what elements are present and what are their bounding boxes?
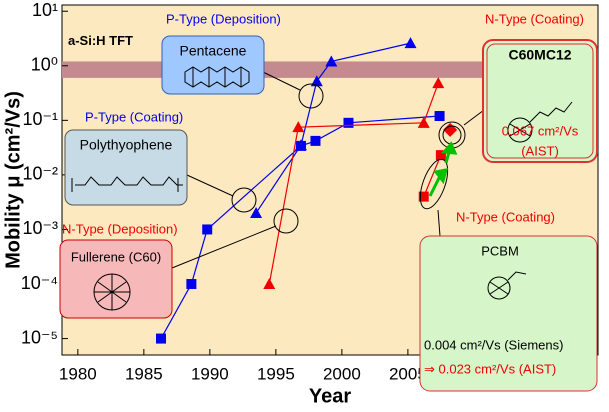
c60mc12-box-inner (486, 43, 594, 159)
y-tick-label: 10⁻² (22, 164, 58, 184)
annotation: 0.067 cm²/Vs (502, 123, 579, 138)
x-tick-label: 1980 (59, 364, 97, 383)
square-marker (156, 333, 167, 344)
diamond-marker (443, 122, 458, 137)
annotation: Polythyophene (80, 137, 173, 153)
triangle-marker (325, 55, 338, 67)
x-tick-label: 2000 (323, 364, 361, 383)
y-tick-label: 10⁻⁵ (21, 327, 58, 347)
triangle-marker (263, 278, 276, 290)
square-marker (186, 279, 197, 290)
c60mc12-box (482, 39, 598, 163)
triangle-marker (310, 75, 323, 87)
y-tick-label: 10¹ (32, 0, 58, 20)
y-tick-label: 10⁰ (31, 55, 58, 75)
annotation: (AIST) (521, 143, 559, 158)
triangle-marker (432, 77, 445, 89)
triangle-marker (294, 139, 307, 151)
annotation: N-Type (Coating) (485, 11, 584, 26)
square-marker (202, 224, 213, 235)
square-marker (435, 150, 446, 161)
annotation: N-Type (Coating) (456, 209, 555, 224)
annotation: PCBM (481, 243, 519, 258)
annotation: 0.004 cm²/Vs (Siemens) (424, 337, 563, 352)
y-tick-label: 10⁻¹ (22, 109, 58, 129)
series-line (423, 154, 442, 197)
x-axis-label: Year (309, 385, 351, 407)
annotation: C60MC12 (508, 47, 571, 63)
y-tick-label: 10⁻⁴ (21, 273, 58, 293)
pcbm-box (419, 235, 598, 392)
square-marker (418, 191, 429, 202)
annotation: P-Type (Coating) (85, 109, 183, 124)
pentacene-box (161, 35, 265, 95)
band-label: a-Si:H TFT (68, 33, 133, 48)
square-marker (310, 135, 321, 146)
triangle-marker (404, 37, 417, 49)
triangle-marker (250, 207, 263, 219)
annotation: P-Type (Deposition) (166, 11, 281, 26)
fullerene-box (59, 239, 173, 319)
arrows (428, 141, 458, 197)
annotation: ⇒ 0.023 cm²/Vs (AIST) (424, 361, 556, 376)
annotation: Pentacene (180, 43, 247, 59)
x-tick-label: 1990 (191, 364, 229, 383)
triangle-marker (292, 121, 305, 133)
square-marker (434, 111, 445, 122)
x-tick-label: 1985 (125, 364, 163, 383)
x-tick-label: 1995 (257, 364, 295, 383)
annotation: Fullerene (C60) (71, 249, 161, 264)
triangle-marker (417, 116, 430, 128)
molecule-sketches (71, 66, 573, 311)
y-tick-label: 10⁻³ (22, 218, 58, 238)
series-line (268, 82, 439, 285)
annotation: N-Type (Deposition) (62, 221, 178, 236)
x-tick-label: 2005 (389, 364, 427, 383)
square-marker (343, 117, 354, 128)
y-axis-label: Mobility μ (cm²/Vs) (2, 91, 24, 269)
polythiophene-box (64, 129, 188, 206)
